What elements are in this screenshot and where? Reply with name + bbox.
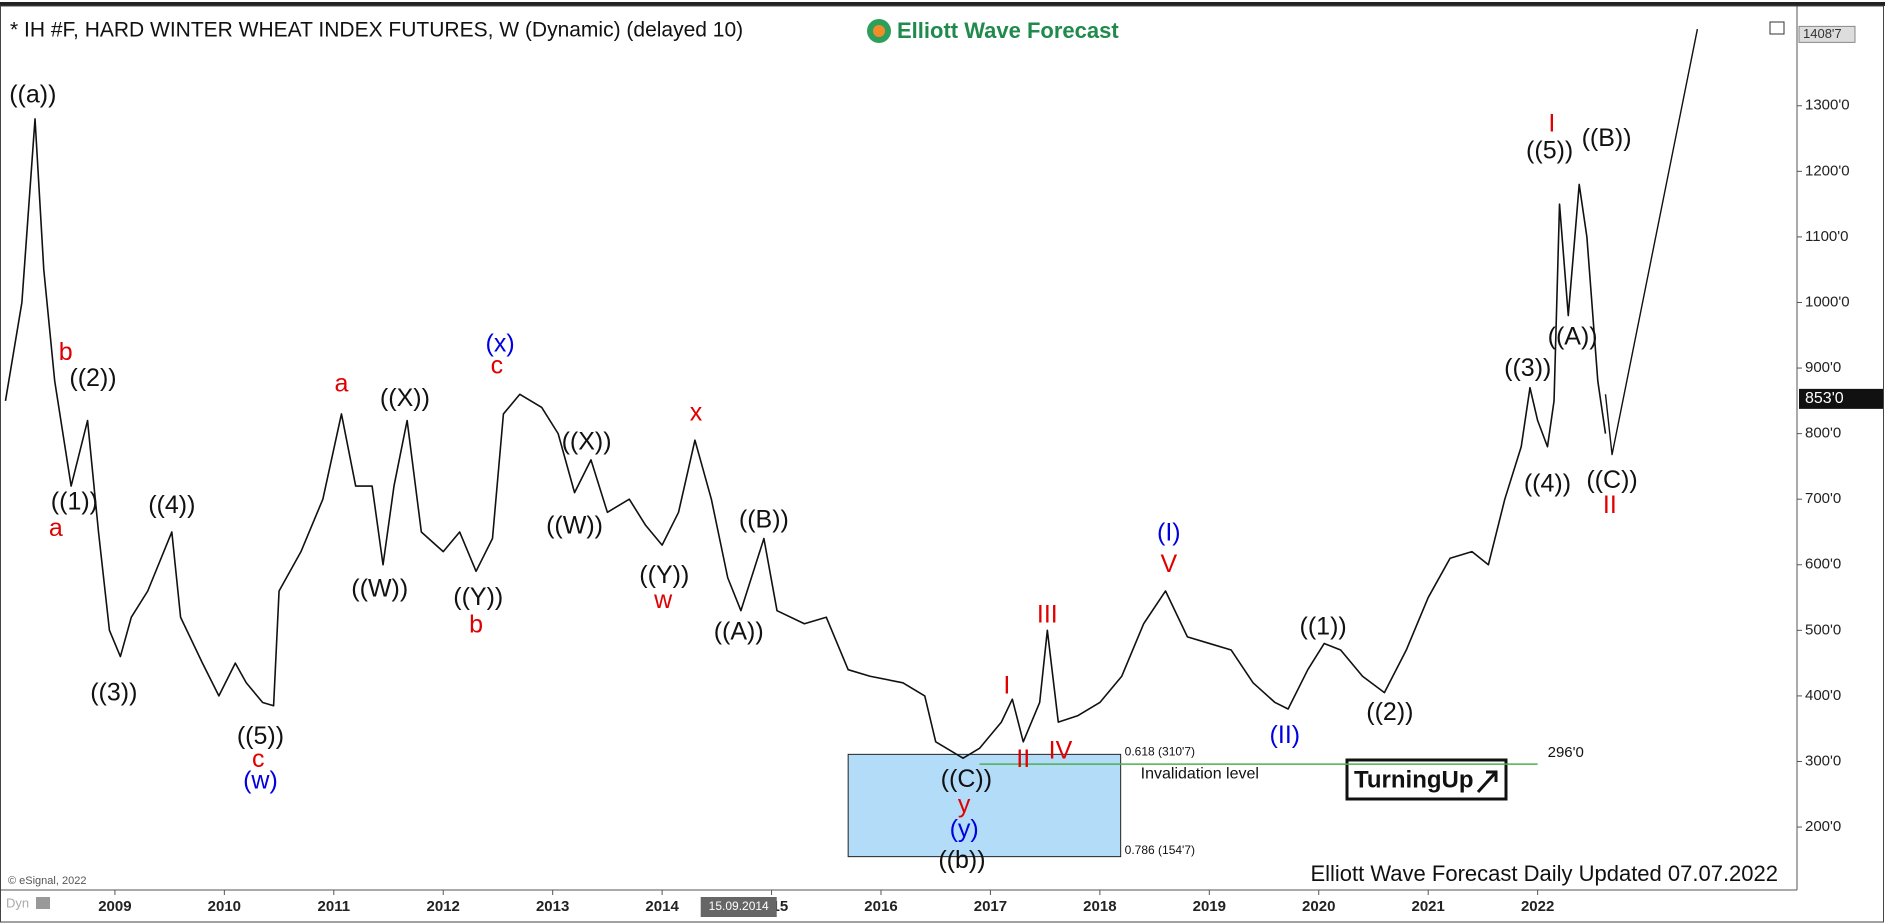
wave-label: I [1548, 109, 1555, 137]
invalidation-text: Invalidation level [1141, 765, 1259, 782]
y-tick-label: 1100'0 [1805, 228, 1848, 245]
wave-label: IV [1049, 736, 1073, 764]
wave-label: ((3)) [90, 679, 137, 707]
x-tick-label: 2012 [427, 898, 460, 915]
wave-label: ((5)) [237, 722, 284, 750]
wave-label: w [653, 586, 673, 614]
wave-label: ((Y)) [639, 561, 689, 589]
x-tick-label: 2014 [645, 898, 679, 915]
x-tick-label: 2013 [536, 898, 569, 915]
wave-label: ((B)) [739, 505, 789, 533]
wave-label: ((2)) [69, 364, 116, 392]
window-button[interactable] [1769, 21, 1785, 35]
wave-label: ((4)) [148, 491, 195, 519]
brand-box-text: TurningUp [1354, 766, 1474, 793]
wave-label: x [690, 399, 703, 427]
wave-label: ((W)) [351, 574, 408, 602]
footer: Elliott Wave Forecast Daily Updated 07.0… [1310, 861, 1778, 886]
y-tick-label: 300'0 [1805, 752, 1841, 769]
wave-label: ((A)) [1548, 322, 1598, 350]
wave-label: a [334, 370, 348, 398]
y-tick-label: 200'0 [1805, 818, 1841, 835]
wave-label: y [958, 791, 971, 819]
fib-top-label: 0.618 (310'7) [1125, 745, 1195, 759]
corner-icon [36, 897, 50, 909]
wave-label: b [469, 610, 483, 638]
wave-label: ((1)) [51, 488, 98, 516]
wave-label: ((C)) [1586, 466, 1637, 494]
logo: Elliott Wave Forecast [867, 18, 1119, 43]
wave-label: (II) [1270, 721, 1301, 749]
wave-label: c [491, 351, 504, 379]
wave-label: ((4)) [1524, 469, 1571, 497]
wave-label: (w) [243, 766, 278, 794]
wave-label: (I) [1157, 519, 1181, 547]
x-tick-label: 2009 [98, 898, 131, 915]
y-tick-label: 500'0 [1805, 621, 1841, 638]
wave-label: ((X)) [380, 384, 430, 412]
logo-text: Elliott Wave Forecast [897, 18, 1119, 43]
wave-label: (y) [950, 815, 979, 843]
wave-label: II [1016, 745, 1030, 773]
fib-box [847, 753, 1122, 858]
y-tick-label: 400'0 [1805, 687, 1841, 704]
wave-label: I [1003, 671, 1010, 699]
x-tick-label: 2020 [1302, 898, 1335, 915]
brand-arrow [1476, 770, 1498, 794]
wave-label: b [59, 338, 73, 366]
x-tick-label: 2016 [864, 898, 897, 915]
wave-label: ((Y)) [453, 583, 503, 611]
frame [0, 5, 1884, 923]
x-tick-label: 2022 [1521, 898, 1554, 915]
high-marker-label: 1408'7 [1803, 26, 1842, 41]
wave-label: ((1)) [1300, 612, 1347, 640]
wave-label: ((X)) [562, 427, 612, 455]
invalidation-label: 296'0 [1548, 744, 1584, 761]
projection-line [1604, 28, 1699, 456]
x-tick-label: 2011 [318, 898, 351, 915]
wave-label: ((C)) [941, 765, 992, 793]
price-line [4, 118, 1607, 759]
y-tick-label: 1000'0 [1805, 293, 1850, 310]
wave-label: III [1037, 601, 1058, 629]
wave-label: ((W)) [546, 511, 603, 539]
cursor-label: 15.09.2014 [709, 899, 769, 913]
corner-tag: Dyn [6, 895, 29, 910]
cursor-box [700, 897, 777, 917]
x-tick-label: 2019 [1193, 898, 1226, 915]
wave-label: a [49, 514, 63, 542]
x-tick-label: 2018 [1083, 898, 1116, 915]
wave-label: ((A)) [714, 618, 764, 646]
wave-label: ((2)) [1366, 698, 1413, 726]
wave-label: (x) [486, 330, 515, 358]
high-marker-box [1798, 25, 1856, 43]
wave-label: ((a)) [9, 81, 56, 109]
last-price-label: 853'0 [1805, 390, 1844, 407]
y-tick-label: 1300'0 [1805, 97, 1850, 114]
last-price-box [1799, 388, 1883, 409]
y-tick-label: 600'0 [1805, 556, 1841, 573]
y-tick-label: 800'0 [1805, 425, 1841, 442]
chart-title: * IH #F, HARD WINTER WHEAT INDEX FUTURES… [10, 19, 743, 42]
fib-bottom-label: 0.786 (154'7) [1125, 843, 1195, 857]
wave-label: ((b)) [938, 846, 985, 874]
plot-layer: 0.618 (310'7) 0.786 (154'7) Invalidation l… [4, 25, 1883, 917]
wave-label: ((3)) [1504, 354, 1551, 382]
x-tick-label: 2010 [208, 898, 241, 915]
brand-box: TurningUp [1345, 758, 1508, 801]
x-tick-label: 2017 [974, 898, 1007, 915]
y-tick-label: 700'0 [1805, 490, 1841, 507]
copyright: © eSignal, 2022 [8, 875, 86, 887]
wave-label: ((B)) [1582, 124, 1632, 152]
logo-icon-inner [873, 25, 885, 37]
wave-label: ((5)) [1526, 136, 1573, 164]
wave-label: c [252, 745, 265, 773]
wave-label: V [1160, 550, 1177, 578]
y-tick-label: 1200'0 [1805, 162, 1850, 179]
wave-label: II [1603, 491, 1617, 519]
x-tick-label: 2021 [1412, 898, 1445, 915]
y-tick-label: 900'0 [1805, 359, 1841, 376]
